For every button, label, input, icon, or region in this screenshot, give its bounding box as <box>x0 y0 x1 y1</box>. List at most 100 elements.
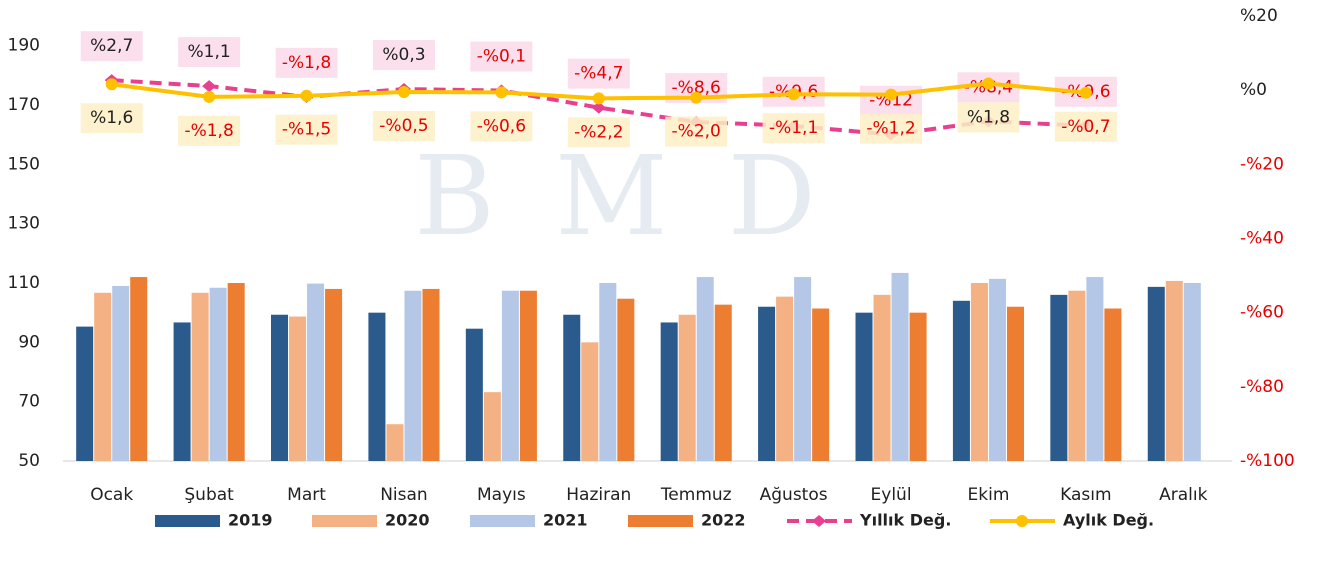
line-marker <box>885 88 898 101</box>
bar <box>227 283 245 461</box>
data-label-bg <box>567 117 630 148</box>
data-label-bg <box>567 58 630 89</box>
bar <box>325 288 343 461</box>
data-label: %0,3 <box>382 45 425 65</box>
bar <box>617 298 635 461</box>
line-marker <box>982 77 995 90</box>
y-tick-label: 110 <box>8 273 40 293</box>
bar <box>988 278 1006 461</box>
y-tick-label: 190 <box>8 36 40 56</box>
data-label-bg <box>1054 111 1117 142</box>
x-tick-label: Mart <box>287 485 326 505</box>
line-marker <box>203 90 216 103</box>
bar <box>289 316 307 461</box>
bar <box>368 312 386 461</box>
line-marker <box>1079 86 1092 99</box>
y2-tick-label: %20 <box>1240 6 1278 26</box>
data-label: -%8,6 <box>672 78 721 98</box>
bar <box>660 322 678 461</box>
bar <box>952 300 970 461</box>
bar <box>812 308 830 461</box>
legend-label: 2019 <box>228 511 273 530</box>
bar <box>422 288 440 461</box>
bar <box>76 326 94 461</box>
legend-label: Aylık Değ. <box>1063 511 1154 530</box>
bar <box>891 272 909 461</box>
y-tick-label: 90 <box>18 332 40 352</box>
y2-tick-label: -%40 <box>1240 229 1284 249</box>
line-marker <box>591 101 606 114</box>
x-tick-label: Ağustos <box>760 485 828 505</box>
bar <box>581 342 599 461</box>
data-label: -%0,1 <box>477 47 526 67</box>
data-label-bg <box>80 31 143 62</box>
data-label-bg <box>665 116 728 147</box>
bar <box>1006 306 1025 461</box>
data-label: -%1,8 <box>184 121 233 141</box>
line-marker <box>105 78 118 91</box>
line-marker <box>592 92 605 105</box>
legend-swatch <box>470 515 535 527</box>
bar <box>855 312 873 461</box>
y-tick-label: 130 <box>8 214 40 234</box>
bar <box>173 322 191 461</box>
x-tick-label: Ekim <box>968 485 1010 505</box>
bar <box>209 287 227 461</box>
bar <box>94 292 112 461</box>
bar <box>465 328 483 461</box>
legend-label: 2021 <box>543 511 588 530</box>
y-tick-label: 50 <box>18 451 40 471</box>
data-label: -%0,7 <box>1061 117 1110 137</box>
y2-tick-label: %0 <box>1240 80 1267 100</box>
bar <box>1068 290 1086 461</box>
legend-label: 2022 <box>701 511 746 530</box>
bar <box>873 294 891 461</box>
x-tick-label: Mayıs <box>477 485 526 505</box>
bar <box>1183 283 1201 461</box>
data-label-bg <box>275 47 338 78</box>
x-tick-label: Ocak <box>90 485 133 505</box>
x-tick-label: Aralık <box>1159 485 1207 505</box>
data-label-bg <box>80 103 143 134</box>
bar <box>909 312 927 461</box>
legend-swatch <box>628 515 693 527</box>
data-label: -%1,2 <box>866 119 915 139</box>
bar <box>130 277 148 461</box>
data-label: -%1,1 <box>769 118 818 138</box>
y-tick-label: 150 <box>8 154 40 174</box>
data-label-bg <box>470 41 533 72</box>
data-label-bg <box>762 113 825 144</box>
bar <box>404 290 422 461</box>
bar <box>696 277 714 461</box>
line-marker <box>397 86 410 99</box>
data-label-bg <box>372 40 435 71</box>
data-label: %1,6 <box>90 108 133 128</box>
bar <box>1050 294 1068 461</box>
data-label-bg <box>470 111 533 142</box>
data-label-bg <box>178 115 241 146</box>
line-marker <box>690 91 703 104</box>
x-tick-label: Eylül <box>871 485 912 505</box>
bar <box>191 292 209 461</box>
y2-tick-label: -%20 <box>1240 154 1284 174</box>
x-tick-label: Şubat <box>184 485 234 505</box>
bar <box>794 277 812 461</box>
bar <box>501 290 519 461</box>
legend-marker <box>1016 515 1028 527</box>
y2-tick-label: -%80 <box>1240 377 1284 397</box>
y-tick-label: 170 <box>8 95 40 115</box>
data-label-bg <box>275 114 338 145</box>
data-label: -%0,5 <box>379 116 428 136</box>
watermark: BMD <box>414 132 876 260</box>
data-label: %1,1 <box>188 42 231 62</box>
data-label: %2,7 <box>90 36 133 56</box>
data-label: -%4,7 <box>574 64 623 84</box>
data-label: -%2,2 <box>574 122 623 142</box>
y-tick-label: 70 <box>18 392 40 412</box>
bar <box>776 296 794 461</box>
line-marker <box>300 89 313 102</box>
bar <box>599 283 617 461</box>
legend-marker <box>812 515 826 527</box>
legend-label: 2020 <box>385 511 430 530</box>
